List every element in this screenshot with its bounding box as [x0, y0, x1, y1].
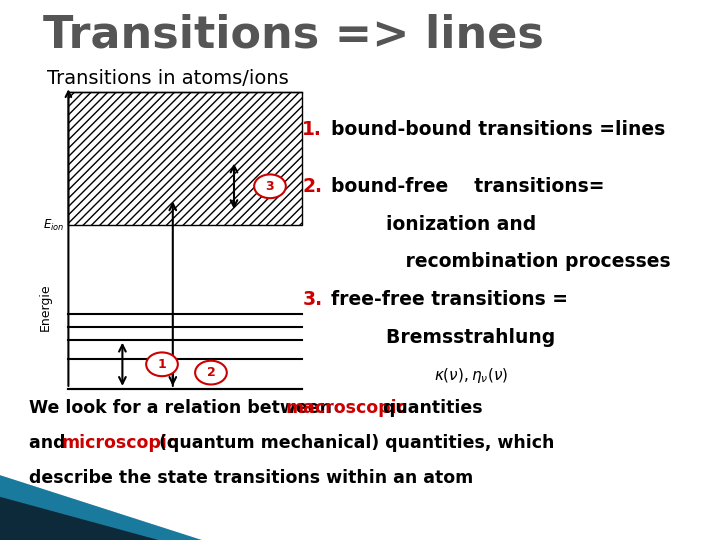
Bar	[68, 92, 302, 226]
Text: free-free transitions =: free-free transitions =	[331, 290, 568, 309]
Text: (quantum mechanical) quantities, which: (quantum mechanical) quantities, which	[153, 434, 554, 452]
Text: describe the state transitions within an atom: describe the state transitions within an…	[29, 469, 473, 487]
Text: 3: 3	[266, 180, 274, 193]
Circle shape	[146, 353, 178, 376]
Text: microscopic: microscopic	[62, 434, 178, 452]
Polygon shape	[0, 475, 202, 540]
Text: macroscopic: macroscopic	[285, 399, 408, 417]
Text: Transitions => lines: Transitions => lines	[43, 14, 544, 57]
Text: $E_{ion}$: $E_{ion}$	[43, 218, 65, 233]
Circle shape	[254, 174, 286, 198]
Text: ionization and: ionization and	[360, 214, 536, 234]
Text: 3.: 3.	[302, 290, 323, 309]
Text: 2.: 2.	[302, 177, 323, 196]
Text: 1: 1	[158, 358, 166, 371]
Text: bound-bound transitions =lines: bound-bound transitions =lines	[331, 120, 665, 139]
Text: Energie: Energie	[39, 284, 52, 331]
Text: Transitions in atoms/ions: Transitions in atoms/ions	[47, 69, 289, 88]
Text: quantities: quantities	[377, 399, 482, 417]
Text: and: and	[29, 434, 71, 452]
Text: Bremsstrahlung: Bremsstrahlung	[360, 328, 555, 347]
Polygon shape	[0, 475, 202, 540]
Text: We look for a relation between: We look for a relation between	[29, 399, 338, 417]
Text: $\kappa(\nu),\eta_\nu(\nu)$: $\kappa(\nu),\eta_\nu(\nu)$	[434, 366, 509, 385]
Circle shape	[195, 361, 227, 384]
Text: recombination processes: recombination processes	[360, 252, 670, 272]
Polygon shape	[0, 497, 158, 540]
Text: 1.: 1.	[302, 120, 323, 139]
Text: bound-free    transitions=: bound-free transitions=	[331, 177, 605, 196]
Text: 2: 2	[207, 366, 215, 379]
